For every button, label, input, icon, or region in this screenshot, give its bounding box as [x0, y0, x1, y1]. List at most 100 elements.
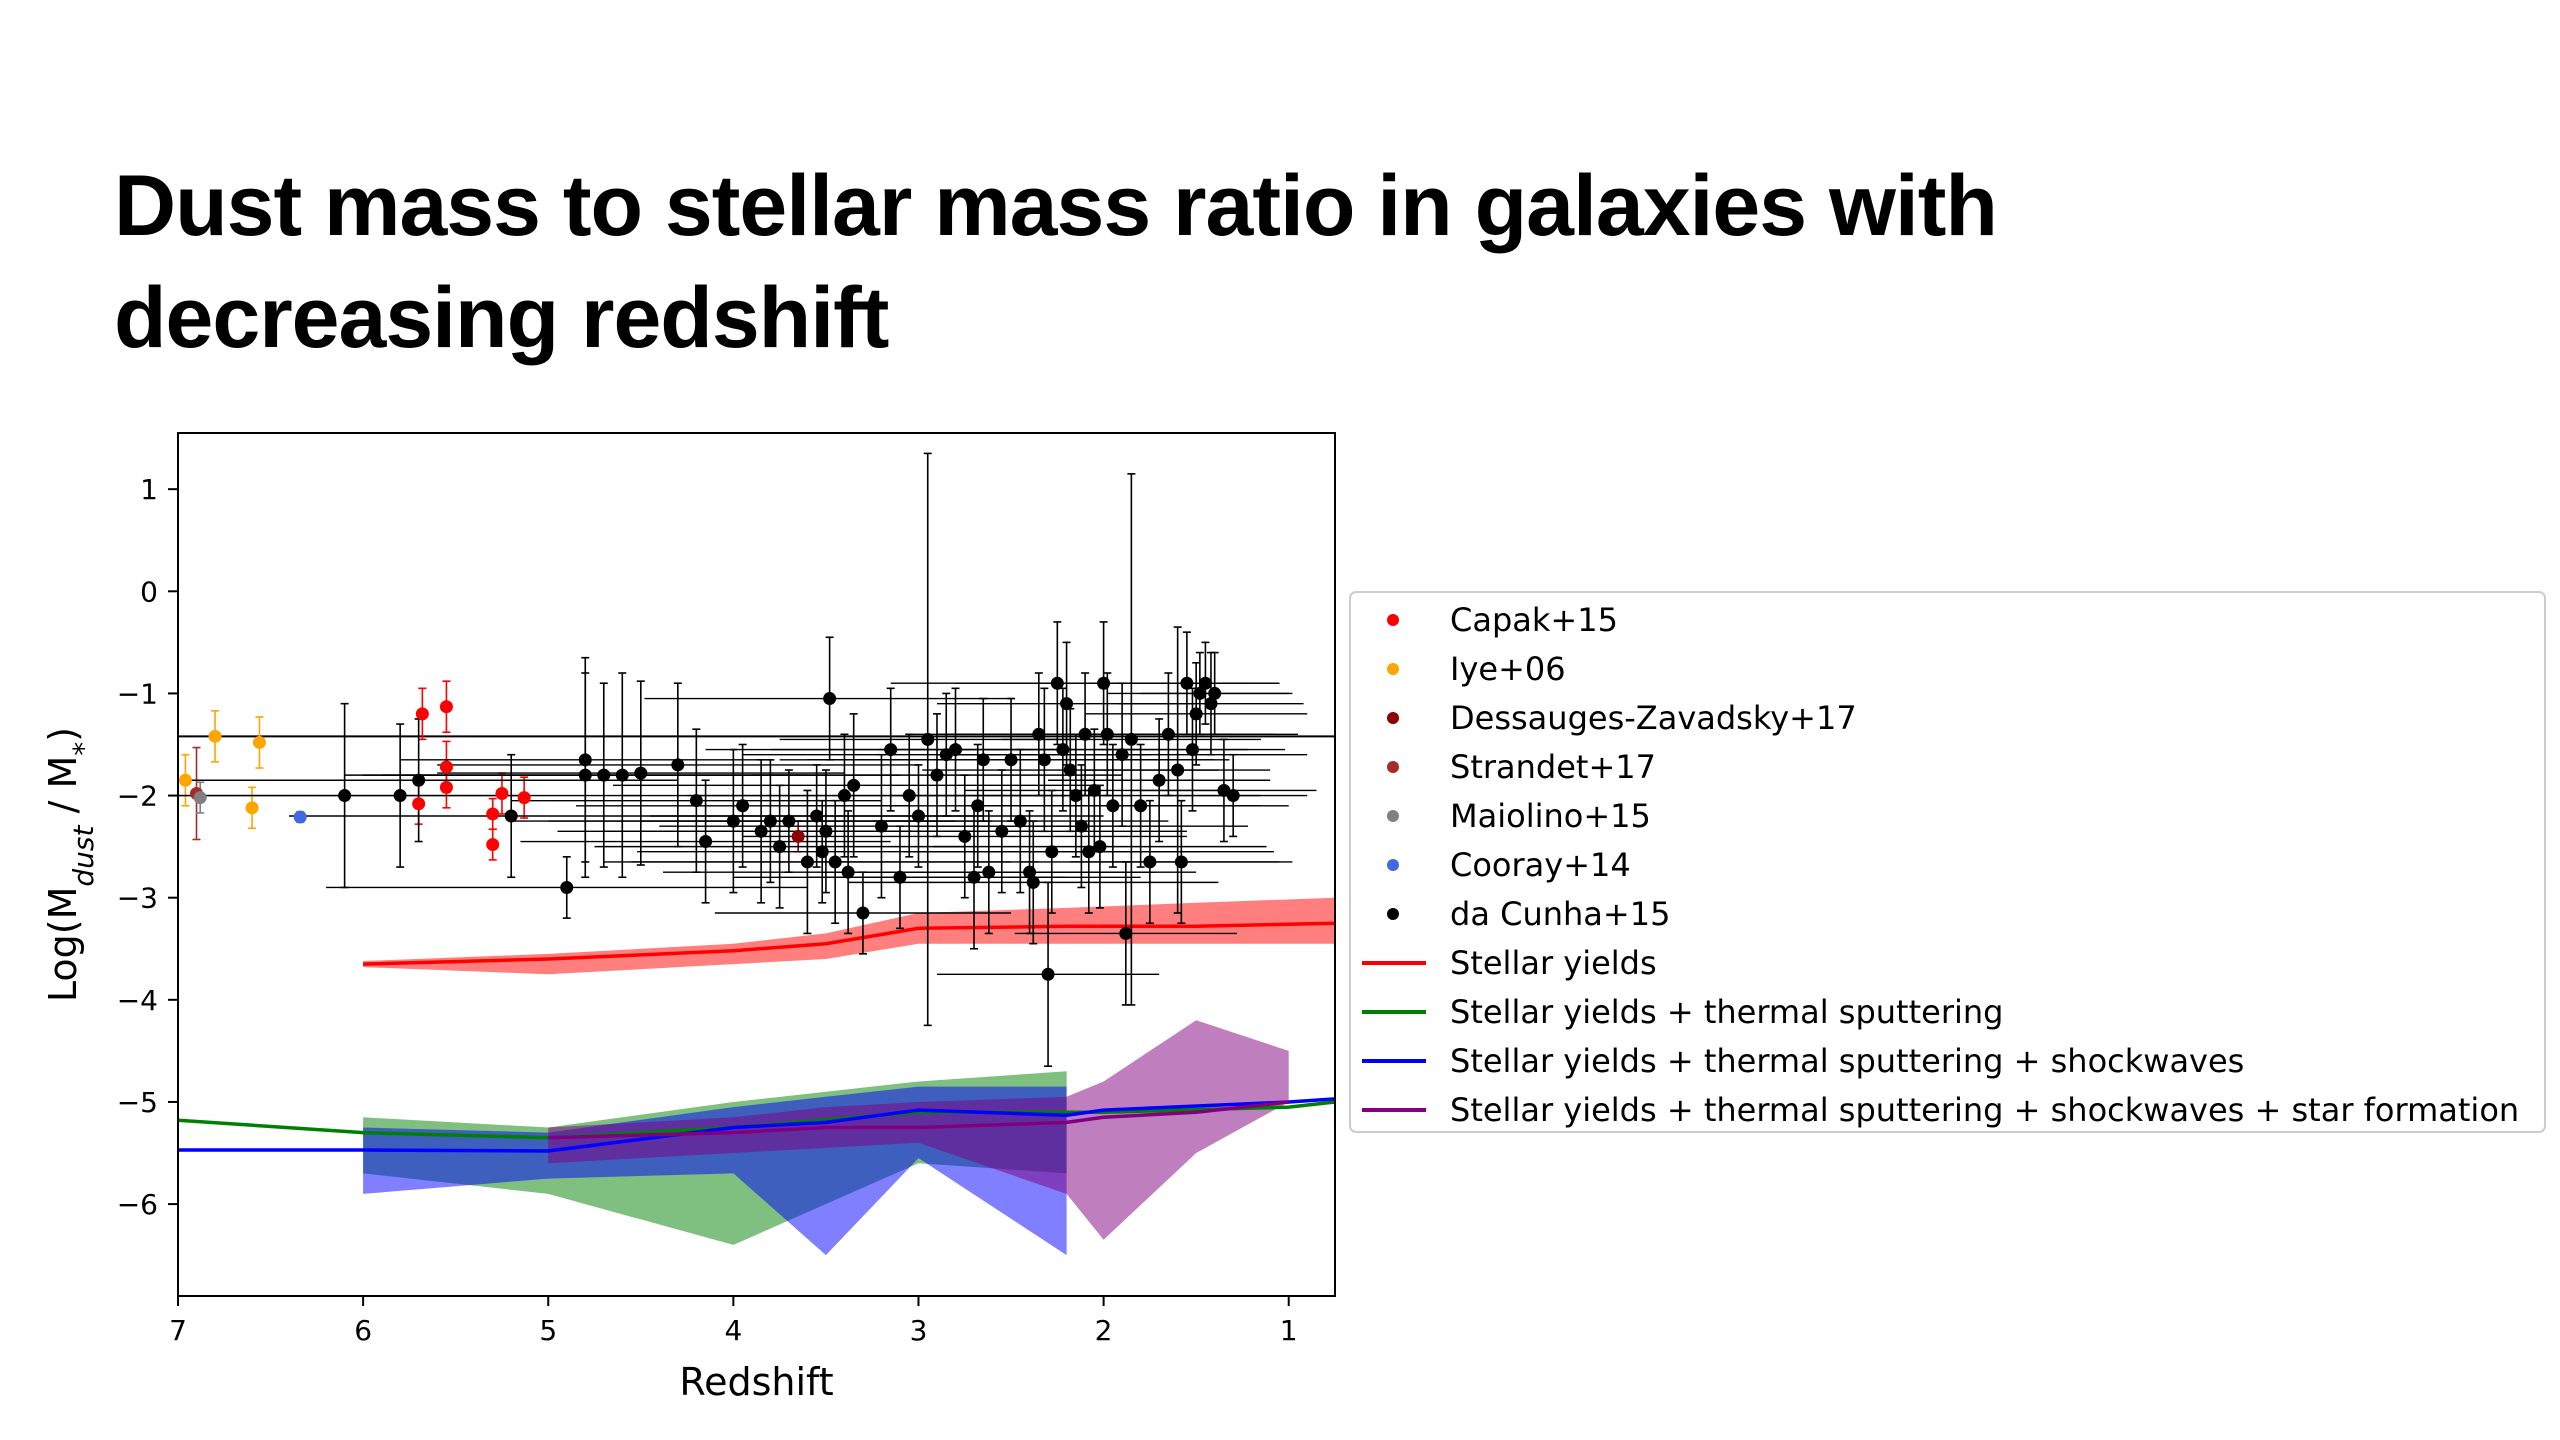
y-tick-label: −3: [117, 882, 158, 915]
data-point-6-39: [967, 870, 981, 884]
line-series-3: [548, 1100, 1289, 1140]
data-point-6-17: [773, 840, 787, 854]
legend-marker: [1387, 859, 1399, 871]
data-point-6-53: [1056, 743, 1070, 757]
data-point-6-46: [1023, 865, 1037, 879]
legend-label: Stellar yields + thermal sputtering: [1450, 993, 2003, 1031]
data-point-6-80: [1208, 686, 1222, 700]
data-point-2-0: [791, 829, 805, 843]
data-point-6-49: [1037, 753, 1051, 767]
legend-label: da Cunha+15: [1450, 895, 1670, 933]
data-point-5-0: [293, 810, 307, 824]
data-point-6-3: [504, 809, 518, 823]
x-tick-label: 2: [1095, 1314, 1113, 1347]
y-axis-label: Log(Mdust / M*): [41, 727, 100, 1002]
data-point-6-59: [1082, 845, 1096, 859]
legend-box: [1349, 591, 2546, 1133]
legend-label: Iye+06: [1450, 650, 1566, 688]
data-point-6-20: [810, 809, 824, 823]
data-point-6-76: [1189, 707, 1203, 721]
data-point-0-5: [486, 807, 500, 821]
y-tick-label: −5: [117, 1086, 158, 1119]
legend-marker: [1387, 712, 1399, 724]
data-point-6-61: [1093, 840, 1107, 854]
ticks-layer: 7 6 5 4 3 2 1 1 0 −1 −2 −3 −4 −5 −6: [117, 473, 1298, 1347]
legend-label: Stellar yields + thermal sputtering + sh…: [1450, 1091, 2519, 1129]
data-point-6-70: [1152, 773, 1166, 787]
legend-label: Stellar yields + thermal sputtering + sh…: [1450, 1042, 2244, 1080]
slide-title: Dust mass to stellar mass ratio in galax…: [114, 158, 1998, 366]
data-point-6-23: [823, 692, 837, 706]
line-series-0: [363, 921, 1336, 966]
data-point-1-2: [245, 801, 259, 815]
y-tick-label: −4: [117, 984, 158, 1017]
data-point-6-26: [841, 865, 855, 879]
data-point-6-44: [1004, 753, 1018, 767]
data-point-6-27: [847, 778, 861, 792]
data-point-6-58: [1078, 727, 1092, 741]
legend-marker: [1387, 908, 1399, 920]
legend-label: Strandet+17: [1450, 748, 1656, 786]
data-point-1-3: [252, 735, 266, 749]
data-point-0-8: [517, 791, 531, 805]
data-point-6-8: [615, 768, 629, 782]
legend-label: Stellar yields: [1450, 944, 1657, 982]
data-point-1-0: [178, 773, 192, 787]
data-point-6-13: [726, 814, 740, 828]
data-point-6-55: [1063, 763, 1077, 777]
x-tick-label: 1: [1280, 1314, 1298, 1347]
data-point-6-2: [412, 773, 426, 787]
plot-frame: [177, 432, 1336, 1297]
y-tick-label: 1: [140, 473, 158, 506]
data-point-6-45: [1013, 814, 1027, 828]
lines-layer: [177, 921, 1336, 1153]
data-point-6-28: [856, 906, 870, 920]
legend: Capak+15 Iye+06 Dessauges-Zavadsky+17 Stran…: [1349, 591, 2546, 1133]
data-point-6-25: [837, 789, 851, 803]
data-point-6-22: [819, 824, 833, 838]
points-layer: [178, 676, 1240, 981]
data-point-6-24: [828, 855, 842, 869]
data-point-6-5: [578, 768, 592, 782]
x-tick-label: 6: [354, 1314, 372, 1347]
legend-label: Capak+15: [1450, 601, 1618, 639]
data-point-6-64: [1106, 799, 1120, 813]
data-point-6-54: [1060, 697, 1074, 711]
data-point-6-33: [911, 809, 925, 823]
data-point-6-1: [393, 789, 407, 803]
data-point-6-79: [1204, 697, 1218, 711]
data-point-6-10: [671, 758, 685, 772]
x-tick-label: 5: [539, 1314, 557, 1347]
y-tick-label: −1: [117, 677, 158, 710]
data-point-6-56: [1069, 789, 1083, 803]
legend-label: Cooray+14: [1450, 846, 1631, 884]
data-point-6-6: [578, 753, 592, 767]
data-point-6-72: [1171, 763, 1185, 777]
data-point-6-21: [815, 845, 829, 859]
data-point-0-2: [439, 700, 453, 714]
y-tick-label: −2: [117, 780, 158, 813]
data-point-6-32: [902, 789, 916, 803]
data-point-6-73: [1174, 855, 1188, 869]
data-point-6-57: [1074, 819, 1088, 833]
data-point-6-34: [921, 732, 935, 746]
y-tick-label: −6: [117, 1188, 158, 1221]
data-point-1-1: [208, 729, 222, 743]
data-point-6-82: [1226, 789, 1240, 803]
data-point-6-43: [995, 824, 1009, 838]
data-point-6-41: [976, 753, 990, 767]
data-point-0-0: [412, 797, 426, 811]
data-point-0-6: [486, 838, 500, 852]
band-0: [363, 897, 1336, 975]
data-point-6-75: [1185, 743, 1199, 757]
legend-label: Dessauges-Zavadsky+17: [1450, 699, 1857, 737]
data-point-6-67: [1124, 732, 1138, 746]
line-series-2: [178, 1097, 1336, 1153]
data-point-6-9: [634, 766, 648, 780]
data-point-6-50: [1041, 967, 1055, 981]
data-point-6-74: [1180, 676, 1194, 690]
legend-marker: [1387, 761, 1399, 773]
errorbars-layer: [178, 452, 1317, 1068]
data-point-6-18: [782, 814, 796, 828]
